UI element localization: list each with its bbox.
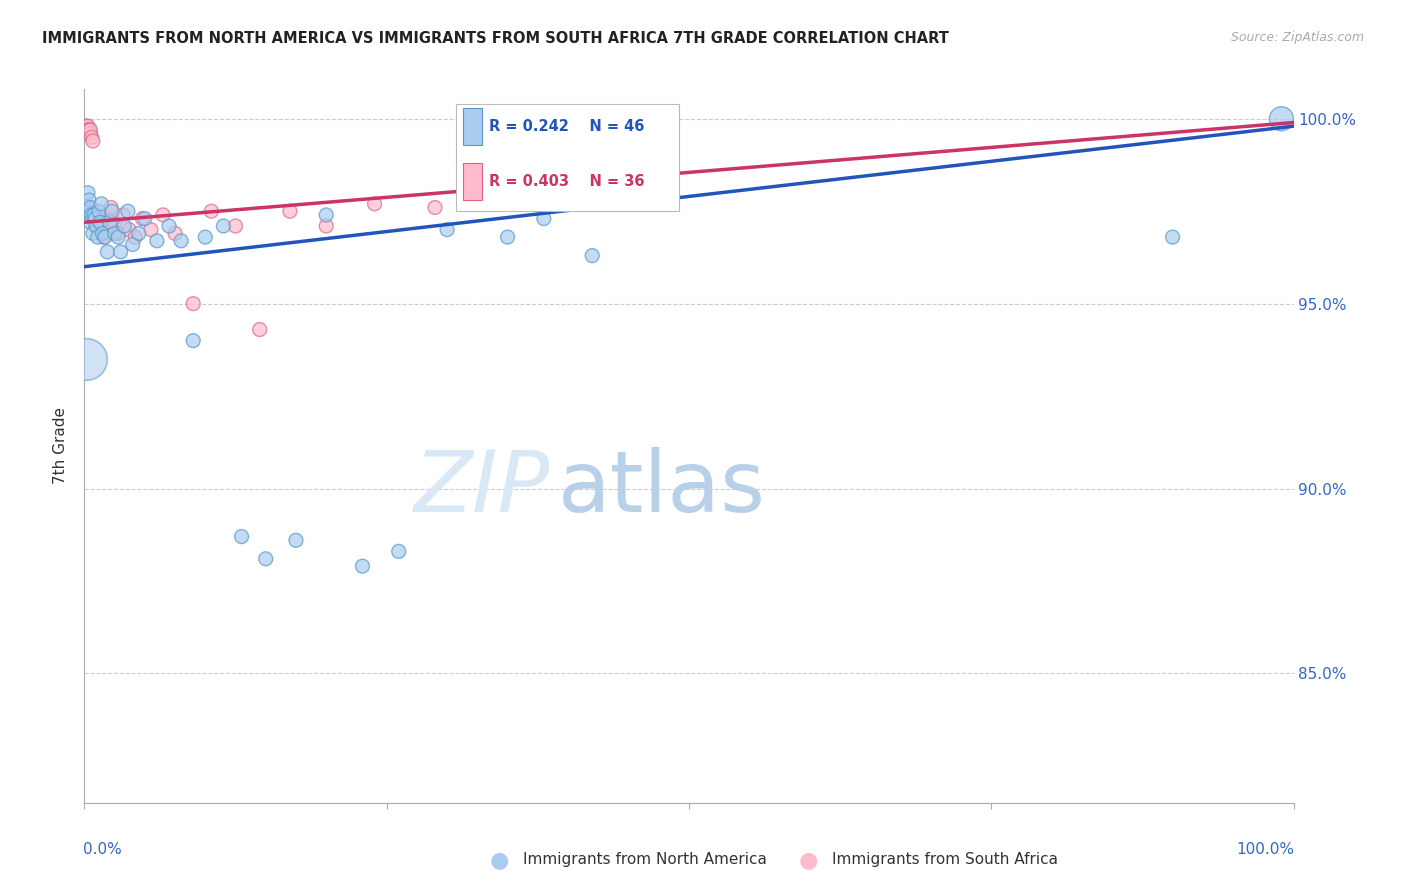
Point <box>112 208 135 222</box>
Point <box>104 227 127 241</box>
Point <box>200 204 222 219</box>
Point <box>581 249 603 263</box>
Point <box>110 244 132 259</box>
Point <box>107 230 129 244</box>
Point <box>82 134 104 148</box>
Point <box>423 201 446 215</box>
Point <box>278 204 301 219</box>
Point <box>79 127 101 141</box>
Point <box>84 211 107 226</box>
Point <box>139 223 162 237</box>
Point <box>231 530 253 544</box>
Point <box>117 204 139 219</box>
Text: R = 0.242    N = 46: R = 0.242 N = 46 <box>489 119 645 134</box>
Point <box>496 115 519 129</box>
Point <box>98 215 121 229</box>
Point <box>77 204 100 219</box>
Point <box>77 119 100 133</box>
Point <box>131 211 153 226</box>
Point <box>86 211 108 226</box>
Point <box>128 227 150 241</box>
Point <box>83 208 105 222</box>
Point <box>118 223 141 237</box>
Point <box>84 219 107 233</box>
Point <box>388 544 411 558</box>
Point <box>76 201 98 215</box>
Point <box>76 123 98 137</box>
Point <box>77 193 100 207</box>
Point <box>436 223 458 237</box>
Point <box>152 208 174 222</box>
Point <box>75 352 97 367</box>
Point <box>79 201 101 215</box>
Point <box>93 230 115 244</box>
Point <box>315 219 337 233</box>
Point <box>170 234 193 248</box>
Point <box>284 533 308 548</box>
Text: Source: ZipAtlas.com: Source: ZipAtlas.com <box>1230 31 1364 45</box>
Point <box>89 215 111 229</box>
Point <box>496 230 519 244</box>
Point <box>181 296 204 310</box>
Point <box>90 219 112 233</box>
Text: IMMIGRANTS FROM NORTH AMERICA VS IMMIGRANTS FROM SOUTH AFRICA 7TH GRADE CORRELAT: IMMIGRANTS FROM NORTH AMERICA VS IMMIGRA… <box>42 31 949 46</box>
Point <box>94 230 117 244</box>
Point <box>165 227 187 241</box>
Point <box>146 234 169 248</box>
Text: ZIP: ZIP <box>413 447 550 531</box>
Text: ●: ● <box>489 850 509 870</box>
Y-axis label: 7th Grade: 7th Grade <box>53 408 69 484</box>
Point <box>107 227 129 241</box>
Text: 0.0%: 0.0% <box>83 842 122 857</box>
Point <box>96 244 118 259</box>
Point <box>91 227 114 241</box>
Point <box>181 334 204 348</box>
Point <box>77 123 100 137</box>
Point <box>77 186 100 200</box>
Point <box>80 130 103 145</box>
Point <box>100 201 122 215</box>
Point <box>112 219 135 233</box>
Point <box>104 215 127 229</box>
Point <box>75 119 97 133</box>
Text: R = 0.403    N = 36: R = 0.403 N = 36 <box>489 174 645 189</box>
Point <box>80 208 103 222</box>
Point <box>249 322 271 336</box>
Point <box>83 204 105 219</box>
Point <box>225 219 247 233</box>
Point <box>254 551 277 566</box>
Point <box>86 219 108 233</box>
FancyBboxPatch shape <box>463 108 482 145</box>
Point <box>352 559 374 574</box>
Point <box>194 230 217 244</box>
Point <box>157 219 180 233</box>
Point <box>1270 112 1292 126</box>
Point <box>212 219 235 233</box>
Text: atlas: atlas <box>558 447 766 531</box>
Point <box>79 123 101 137</box>
Point <box>121 237 143 252</box>
Point <box>90 196 112 211</box>
Point <box>86 230 108 244</box>
Point <box>87 208 110 222</box>
Point <box>533 211 555 226</box>
Text: Immigrants from South Africa: Immigrants from South Africa <box>832 853 1059 867</box>
Point <box>124 230 146 244</box>
Point <box>79 215 101 229</box>
Point <box>134 211 156 226</box>
Point <box>82 227 104 241</box>
Point <box>363 196 385 211</box>
Point <box>76 119 98 133</box>
Point <box>87 204 110 219</box>
Point <box>77 123 100 137</box>
Point <box>315 208 337 222</box>
Text: 100.0%: 100.0% <box>1237 842 1295 857</box>
Point <box>1161 230 1184 244</box>
FancyBboxPatch shape <box>456 104 679 211</box>
Text: ●: ● <box>799 850 818 870</box>
Text: Immigrants from North America: Immigrants from North America <box>523 853 766 867</box>
Point <box>101 204 124 219</box>
FancyBboxPatch shape <box>463 163 482 200</box>
Point <box>96 211 118 226</box>
